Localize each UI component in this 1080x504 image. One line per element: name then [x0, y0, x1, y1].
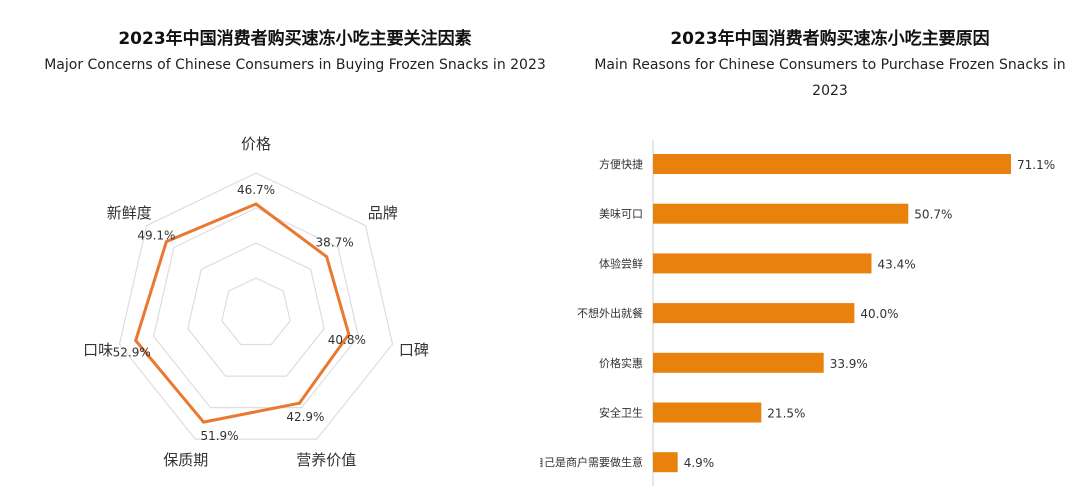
radar-axis-label-1: 价格	[241, 135, 271, 153]
radar-value-label-2: 38.7%	[316, 236, 354, 250]
bar-4	[653, 303, 855, 324]
bar-category-label-4: 不想外出就餐	[577, 306, 643, 320]
radar-value-label-4: 42.9%	[286, 410, 324, 424]
radar-point-6	[134, 339, 138, 342]
radar-axis-label-2: 品牌	[368, 204, 398, 222]
bar-value-label-7: 4.9%	[684, 456, 715, 470]
bar-value-label-6: 21.5%	[767, 407, 805, 421]
bar-category-label-2: 美味可口	[599, 208, 643, 221]
bar-5	[653, 352, 824, 373]
radar-point-5	[202, 420, 205, 424]
bar-category-label-1: 方便快捷	[599, 157, 643, 171]
bar-2	[653, 203, 909, 224]
radar-value-label-5: 51.9%	[200, 429, 238, 443]
radar-axis-label-5: 保质期	[163, 451, 208, 469]
radar-grid-ring	[118, 172, 394, 440]
radar-axis-label-3: 口碑	[399, 341, 429, 359]
bar-category-label-3: 体验尝鲜	[599, 256, 643, 270]
radar-point-2	[325, 255, 329, 259]
radar-value-label-1: 46.7%	[237, 183, 275, 197]
radar-chart-title: 2023年中国消费者购买速冻小吃主要关注因素	[118, 29, 472, 49]
bar-7	[653, 452, 678, 473]
radar-grid-ring	[221, 277, 291, 346]
radar-value-label-7: 49.1%	[137, 229, 175, 243]
radar-point-3	[347, 332, 351, 336]
bar-category-label-6: 安全卫生	[599, 406, 643, 420]
bar-value-label-1: 71.1%	[1017, 158, 1055, 172]
radar-axis-label-4: 营养价值	[296, 451, 356, 469]
radar-point-7	[164, 240, 168, 244]
radar-series-line	[134, 202, 351, 424]
bar-category-label-7: 自己是商户需要做生意	[540, 455, 643, 469]
radar-grid-ring	[152, 207, 360, 409]
radar-point-1	[254, 202, 258, 206]
bar-chart-title: 2023年中国消费者购买速冻小吃主要原因	[670, 29, 990, 49]
bar-6	[653, 402, 762, 423]
bar-3	[653, 253, 872, 274]
radar-axis-label-7: 新鲜度	[107, 204, 152, 222]
bar-value-label-3: 43.4%	[878, 257, 916, 271]
radar-grid-ring	[187, 242, 325, 377]
bar-value-label-5: 33.9%	[830, 357, 868, 371]
bar-chart: 方便快捷 71.1% 美味可口 50.7% 体验尝鲜 43.4% 不想外出就餐 40.0% 价格…	[540, 140, 1055, 486]
radar-value-label-3: 40.8%	[328, 333, 366, 347]
bar-value-label-2: 50.7%	[914, 208, 952, 222]
bar-chart-subtitle: Main Reasons for Chinese Consumers to Pu…	[594, 57, 1066, 99]
radar-point-4	[297, 401, 301, 405]
radar-axis-label-6: 口味	[83, 341, 113, 359]
radar-chart-subtitle: Major Concerns of Chinese Consumers in B…	[44, 57, 546, 73]
bar-category-label-5: 价格实惠	[599, 356, 643, 370]
bar-1	[653, 154, 1011, 174]
bar-value-label-4: 40.0%	[860, 307, 898, 321]
radar-value-label-6: 52.9%	[113, 346, 151, 360]
